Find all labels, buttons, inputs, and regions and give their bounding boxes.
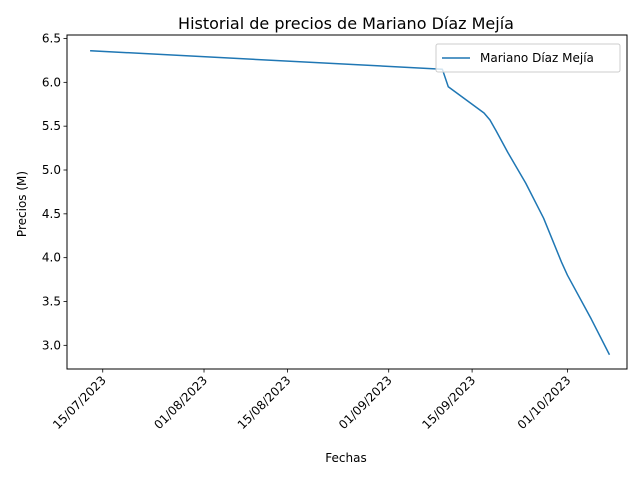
plot-frame: [66, 34, 628, 370]
y-tick-label: 3.5: [42, 294, 61, 308]
series-layer: [90, 49, 611, 356]
y-tick-label: 5.0: [42, 163, 61, 177]
plot-area: [66, 34, 628, 370]
y-axis-ticks: 3.0 3.5 4.0 4.5 5.0 5.5 6.0 6.5: [42, 32, 67, 352]
legend-entry-label: Mariano Díaz Mejía: [480, 51, 594, 65]
x-tick-label: 01/10/2023: [515, 373, 574, 432]
series-line-0: [90, 49, 611, 356]
y-tick-label: 5.5: [42, 119, 61, 133]
y-tick-label: 6.5: [42, 32, 61, 46]
y-tick-label: 3.0: [42, 338, 61, 352]
y-axis-label: Precios (M): [15, 171, 29, 237]
y-tick-label: 4.0: [42, 251, 61, 265]
x-axis-ticks: 15/07/2023 01/08/2023 15/08/2023 01/09/2023…: [50, 369, 574, 432]
x-tick-label: 01/09/2023: [336, 373, 395, 432]
legend-box: [435, 43, 621, 73]
y-tick-label: 6.0: [42, 75, 61, 89]
x-tick-label: 15/09/2023: [419, 373, 478, 432]
x-tick-label: 15/08/2023: [235, 373, 294, 432]
x-axis-label: Fechas: [325, 451, 366, 465]
x-tick-label: 15/07/2023: [50, 373, 109, 432]
legend: Mariano Díaz Mejía: [435, 43, 621, 73]
chart-title: Historial de precios de Mariano Díaz Mej…: [178, 14, 514, 33]
x-tick-label: 01/08/2023: [151, 373, 210, 432]
y-tick-label: 4.5: [42, 207, 61, 221]
